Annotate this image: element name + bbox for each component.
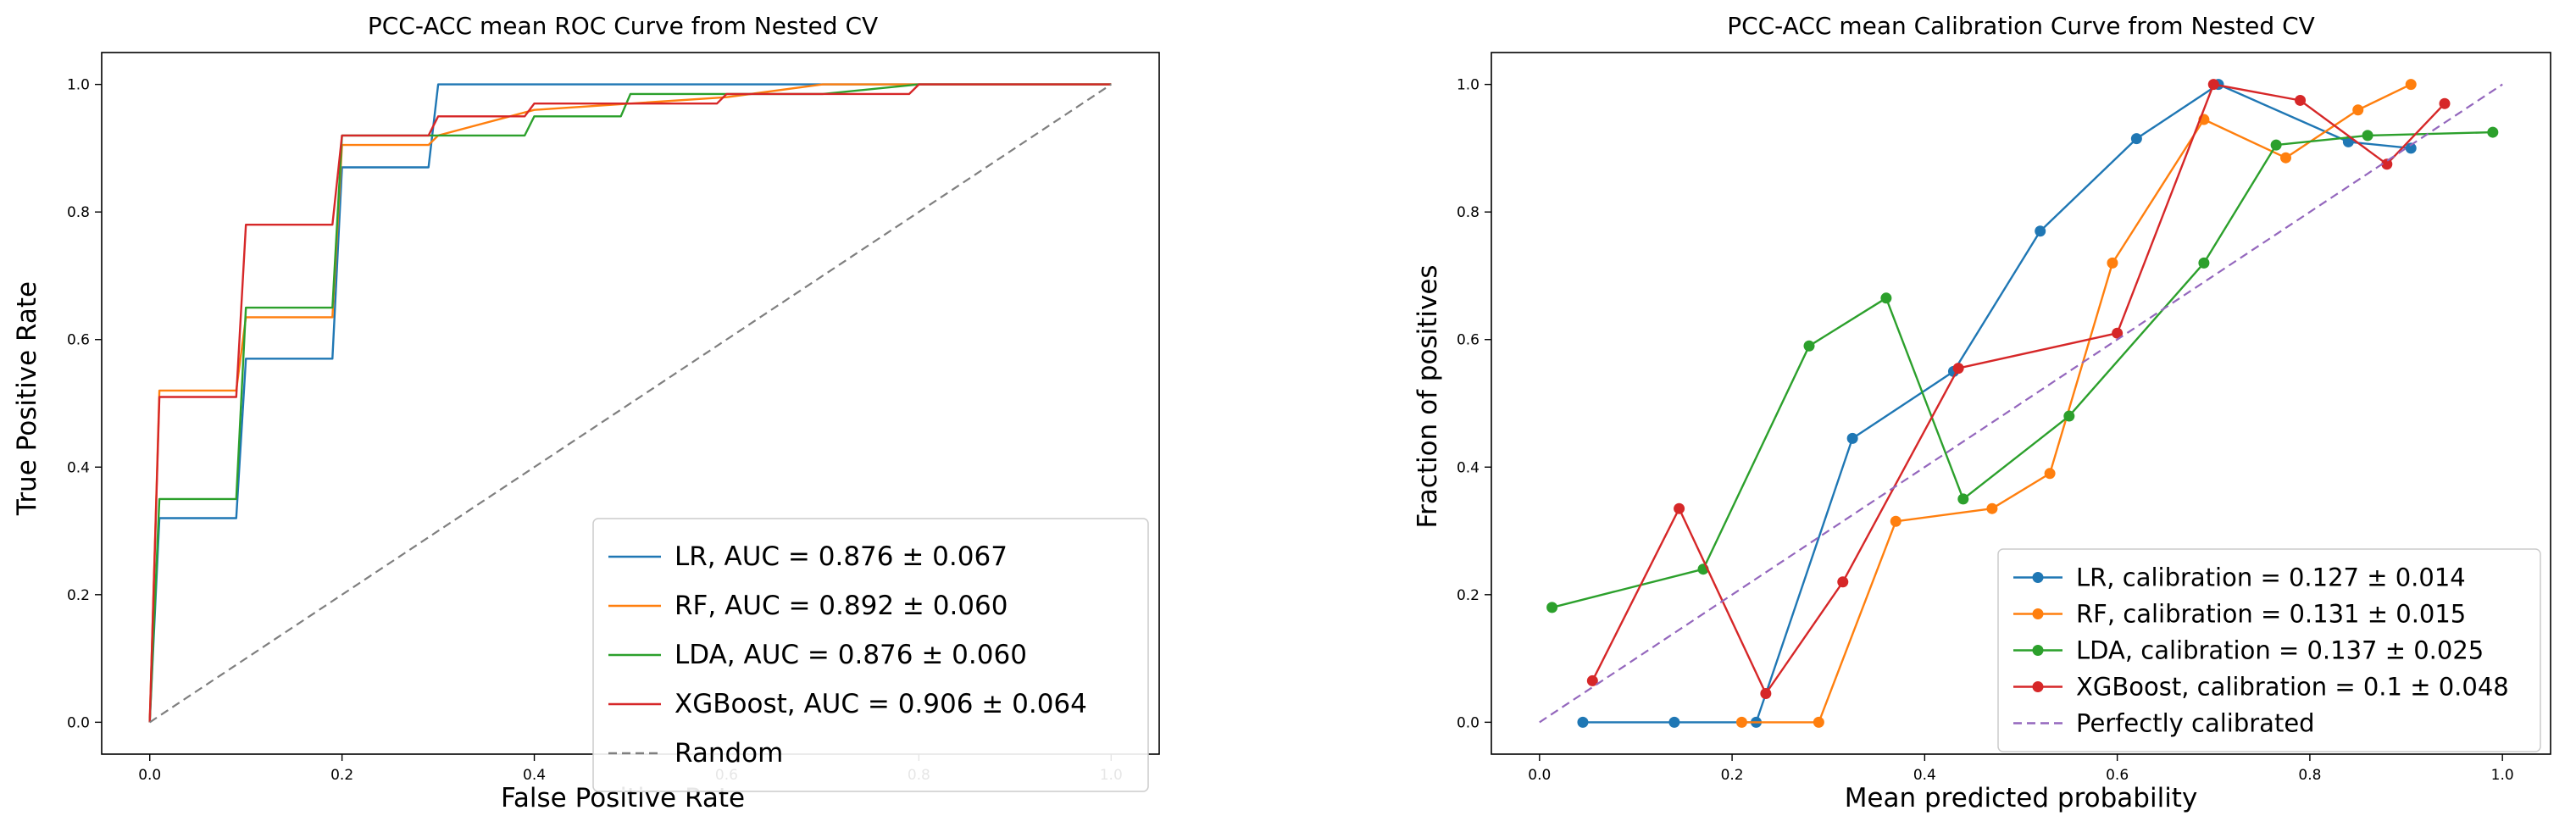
roc-legend: LR, AUC = 0.876 ± 0.067 RF, AUC = 0.892 ±… [592,518,1149,792]
roc-legend-label: LDA, AUC = 0.876 ± 0.060 [675,640,1027,670]
calibration-legend-label: LDA, calibration = 0.137 ± 0.025 [2076,636,2484,665]
calibration-chart-title: PCC-ACC mean Calibration Curve from Nest… [1727,12,2315,40]
roc-y-axis-label: True Positive Rate [12,281,42,516]
calibration-series-lda-point [2063,410,2075,422]
roc-legend-label: Random [675,738,783,769]
calibration-series-xgboost-point [1952,363,1964,375]
calibration-series-lr-point [1577,716,1589,728]
roc-legend-box [592,518,1149,792]
calibration-series-lda-point [2487,126,2499,138]
calibration-series-rf-point [2352,104,2364,116]
calibration-series-xgboost-point [1674,502,1685,514]
calibration-x-tick-label: 1.0 [2491,767,2514,784]
calibration-series-lr-point [2130,133,2142,145]
calibration-series-lda-line [1552,130,2493,609]
roc-series-lr-line [148,83,1112,723]
calibration-series-rf-point [2107,257,2118,269]
calibration-legend-label: Perfectly calibrated [2076,709,2315,738]
roc-legend-label: RF, AUC = 0.892 ± 0.060 [675,591,1008,621]
roc-y-tick-label: 0.2 [67,587,90,604]
calibration-series-xgboost-point [2381,158,2393,170]
calibration-series-lr-point [1668,716,1680,728]
calibration-series-rf-point [1890,515,1901,527]
calibration-legend-label: LR, calibration = 0.127 ± 0.014 [2076,563,2466,592]
calibration-series-lr-point [2035,225,2046,237]
calibration-series-rf-point [2280,152,2291,164]
roc-y-tick-label: 0.6 [67,332,90,349]
calibration-series-lda-point [1803,340,1815,352]
calibration-x-tick-label: 0.2 [1721,767,1744,784]
calibration-series-lda-point [2362,130,2373,142]
calibration-legend-marker [2032,681,2044,692]
roc-series-random-line [149,83,1112,724]
calibration-legend-marker [2032,572,2044,583]
calibration-series-xgboost-point [1837,576,1849,588]
calibration-series-xgboost-point [2207,79,2219,91]
calibration-series-rf-line [1741,83,2412,724]
calibration-series-lr-point [1846,432,1858,444]
roc-x-tick-label: 0.2 [330,767,353,784]
calibration-plot-frame [1491,52,2551,755]
calibration-y-axis-label: Fraction of positives [1413,264,1443,528]
calibration-series-rf-point [1813,716,1824,728]
calibration-x-axis-label: Mean predicted probability [1845,783,2198,813]
calibration-y-tick-label: 0.4 [1457,459,1480,476]
calibration-chart: PCC-ACC mean Calibration Curve from Nest… [1413,12,2551,813]
calibration-legend-box [1997,548,2541,752]
calibration-y-tick-label: 1.0 [1457,77,1480,94]
roc-y-tick-label: 0.0 [67,714,90,731]
roc-x-tick-label: 0.0 [138,767,161,784]
calibration-series-lda-point [1546,602,1558,613]
calibration-series-lda-point [1957,493,1969,505]
calibration-x-ticks: 0.0 0.2 0.4 0.6 0.8 1.0 [1528,754,2514,784]
calibration-series-xgboost-point [2439,97,2451,109]
roc-series-xgboost-line [148,83,1112,723]
calibration-series-perfectly-calibrated-line [1539,83,2503,724]
calibration-series-lda-point [2270,139,2282,151]
calibration-y-tick-label: 0.6 [1457,332,1480,349]
calibration-series-rf-point [2405,79,2417,91]
calibration-series-lda-point [2198,257,2210,269]
calibration-series-xgboost-point [2112,327,2124,339]
calibration-series-lr-line [1583,83,2412,724]
roc-legend-label: XGBoost, AUC = 0.906 ± 0.064 [675,689,1087,719]
roc-series [148,83,1112,724]
calibration-legend-marker [2032,645,2044,656]
roc-series-rf-line [148,83,1112,723]
calibration-y-tick-label: 0.8 [1457,204,1480,221]
roc-chart: PCC-ACC mean ROC Curve from Nested CV 0.… [12,12,1160,813]
calibration-series-rf-point [1986,502,1998,514]
calibration-x-tick-label: 0.4 [1913,767,1936,784]
calibration-series-xgboost-point [1586,674,1598,686]
calibration-series-xgboost-point [1760,687,1772,699]
calibration-series-lda-point [1880,292,1892,304]
calibration-series-rf-point [2044,468,2056,480]
calibration-series-lr-point [2405,142,2417,154]
calibration-y-tick-label: 0.0 [1457,714,1480,731]
calibration-legend-label: RF, calibration = 0.131 ± 0.015 [2076,600,2466,629]
roc-y-ticks: 0.0 0.2 0.4 0.6 0.8 1.0 [67,77,102,731]
roc-y-tick-label: 1.0 [67,77,90,94]
roc-legend-label: LR, AUC = 0.876 ± 0.067 [675,541,1008,572]
calibration-x-tick-label: 0.0 [1528,767,1551,784]
roc-y-tick-label: 0.4 [67,459,90,476]
calibration-series [1539,79,2503,728]
calibration-legend: LR, calibration = 0.127 ± 0.014 RF, calib… [1997,548,2541,752]
roc-x-tick-label: 0.4 [523,767,546,784]
calibration-y-tick-label: 0.2 [1457,587,1480,604]
calibration-x-tick-label: 0.8 [2298,767,2321,784]
roc-chart-title: PCC-ACC mean ROC Curve from Nested CV [368,12,878,40]
calibration-x-tick-label: 0.6 [2106,767,2129,784]
calibration-legend-label: XGBoost, calibration = 0.1 ± 0.048 [2076,673,2509,702]
calibration-legend-marker [2032,608,2044,619]
roc-y-tick-label: 0.8 [67,204,90,221]
calibration-y-ticks: 0.0 0.2 0.4 0.6 0.8 1.0 [1457,77,1491,731]
calibration-series-rf-point [1735,716,1747,728]
calibration-series-xgboost-point [2295,94,2307,106]
